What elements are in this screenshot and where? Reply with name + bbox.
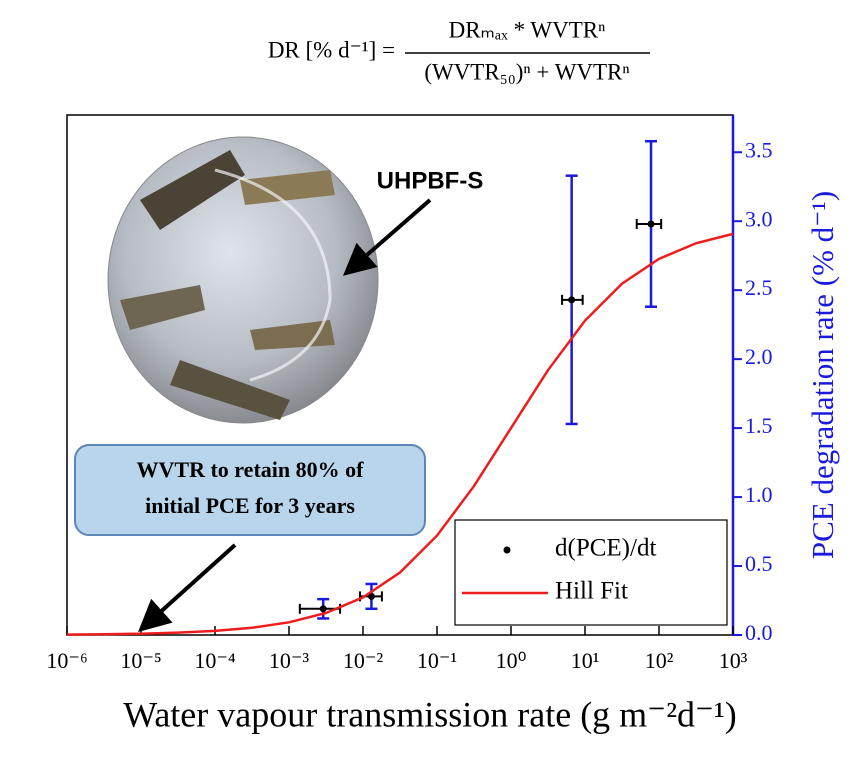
callout-line: initial PCE for 3 years — [145, 493, 355, 518]
x-tick-label: 10¹ — [571, 648, 600, 673]
y-tick-label: 3.5 — [745, 137, 773, 162]
legend-label: Hill Fit — [555, 578, 628, 605]
x-tick-label: 10² — [645, 648, 674, 673]
legend-label: d(PCE)/dt — [555, 535, 656, 562]
x-tick-label: 10³ — [719, 648, 748, 673]
y-axis-title: PCE degradation rate (% d⁻¹) — [805, 191, 840, 559]
data-point — [568, 296, 575, 303]
callout-line: WVTR to retain 80% of — [137, 457, 365, 482]
x-tick-label: 10⁻⁴ — [194, 648, 236, 673]
arrow — [147, 545, 235, 624]
data-point — [648, 220, 655, 227]
equation-denominator: (WVTR₅₀)ⁿ + WVTRⁿ — [424, 59, 629, 84]
chart: DR [% d⁻¹] = DRₘₐₓ * WVTRⁿ (WVTR₅₀)ⁿ + W… — [0, 0, 855, 755]
x-tick-label: 10⁻³ — [269, 648, 310, 673]
x-tick-label: 10⁻⁵ — [120, 648, 161, 673]
y-tick-label: 0.5 — [745, 551, 773, 576]
inset-label: UHPBF-S — [377, 167, 484, 194]
legend-marker — [504, 547, 511, 554]
x-tick-label: 10⁻¹ — [417, 648, 457, 673]
y-tick-label: 3.0 — [745, 206, 773, 231]
y-tick-label: 1.5 — [745, 413, 773, 438]
y-tick-label: 2.5 — [745, 275, 773, 300]
x-axis-title: Water vapour transmission rate (g m⁻²d⁻¹… — [123, 694, 737, 734]
y-tick-label: 2.0 — [745, 344, 773, 369]
equation-left: DR [% d⁻¹] = — [268, 37, 395, 62]
y-tick-label: 1.0 — [745, 482, 773, 507]
data-point — [320, 605, 327, 612]
inset-photo — [108, 137, 378, 423]
x-tick-label: 10⁻⁶ — [46, 648, 87, 673]
y-tick-label: 0.0 — [745, 620, 773, 645]
x-tick-label: 10⁰ — [496, 648, 527, 673]
equation-numerator: DRₘₐₓ * WVTRⁿ — [449, 17, 606, 42]
x-tick-label: 10⁻² — [343, 648, 384, 673]
